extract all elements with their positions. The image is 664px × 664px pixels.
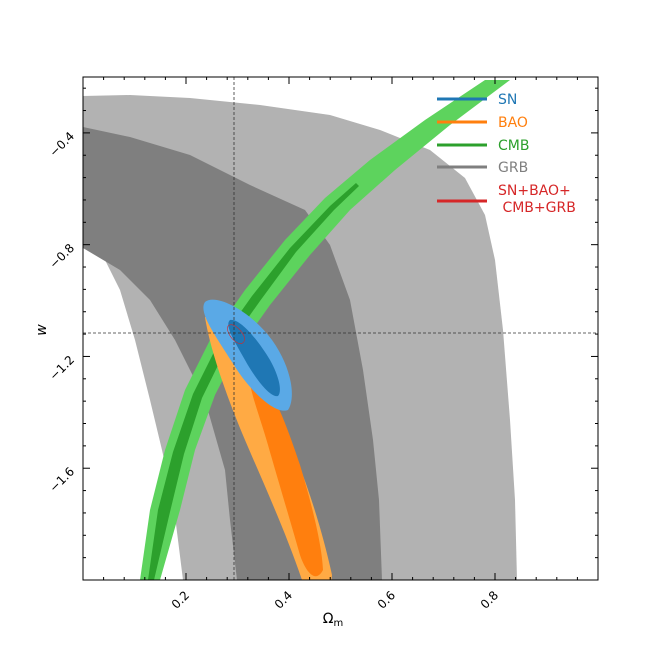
legend-label-bao: BAO <box>498 115 528 131</box>
combined-contour <box>227 324 245 344</box>
x-axis-title: Ωm <box>323 611 343 629</box>
axis-ticks <box>83 77 598 580</box>
legend: SN BAO CMB GRB SN+BAO+ CMB+GRB <box>437 92 576 216</box>
legend-label-grb: GRB <box>498 160 528 176</box>
sn-1sigma-contour <box>228 319 280 397</box>
legend-label-combined-line2: CMB+GRB <box>498 200 576 216</box>
bao-1sigma-contour <box>249 372 323 577</box>
axes-frame <box>82 76 599 581</box>
legend-label-combined-line1: SN+BAO+ <box>498 183 571 199</box>
legend-label-sn: SN <box>498 92 517 108</box>
contour-regions <box>83 80 517 580</box>
y-axis-title: w <box>34 324 50 336</box>
legend-label-cmb: CMB <box>498 138 529 154</box>
